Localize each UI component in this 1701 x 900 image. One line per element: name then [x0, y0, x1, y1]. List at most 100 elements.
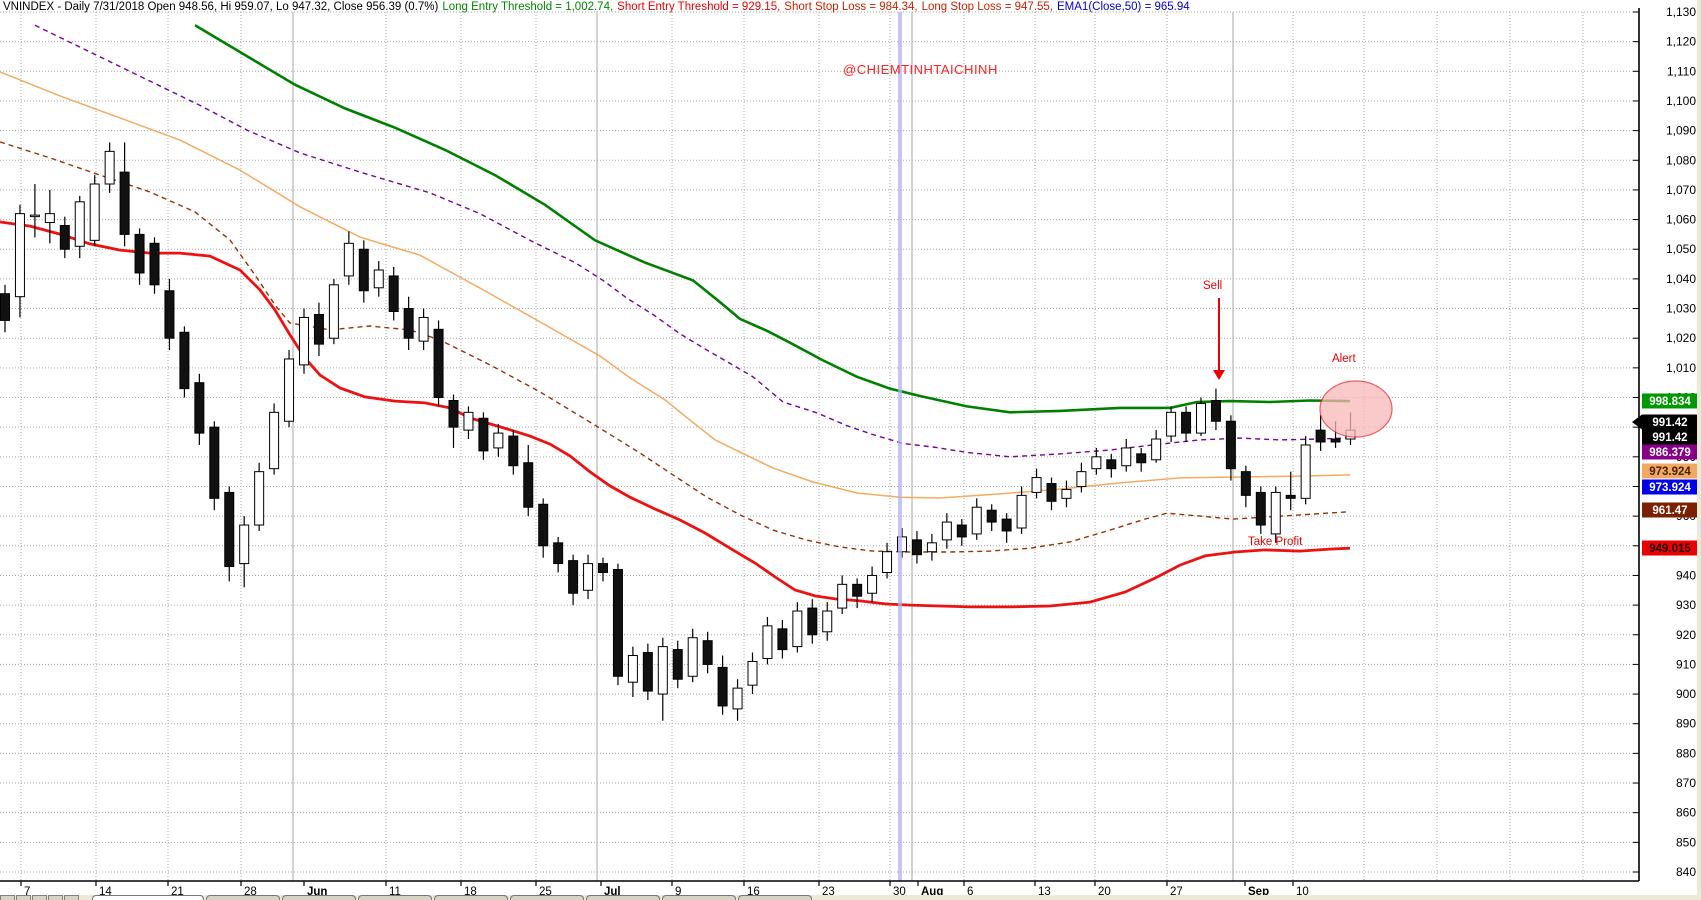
sheet-tab-1[interactable] — [206, 895, 280, 900]
price-tag — [1642, 444, 1697, 460]
candle-down — [538, 503, 549, 547]
candle-up — [343, 242, 354, 277]
svg-text:1,050: 1,050 — [1666, 242, 1696, 256]
candle-up — [284, 358, 295, 422]
candle-up — [747, 660, 758, 686]
sheet-tab-0[interactable] — [92, 895, 204, 900]
candle-up — [1121, 447, 1132, 467]
x-axis-labels: 7 14 21 28 Jun 11 18 25 Jul 9 16 23 30 Aug 6 13 20 27 Sep 1… — [20, 881, 1309, 895]
candle-down — [164, 290, 175, 339]
watermark-text: @CHIEMTINHTAICHINH — [843, 62, 998, 77]
candle-up — [44, 213, 55, 224]
alert-ellipse — [1319, 380, 1393, 438]
candle-down — [179, 331, 190, 390]
svg-text:23: 23 — [822, 886, 835, 895]
candle-down — [1240, 471, 1251, 496]
candle-up — [239, 524, 250, 565]
candle-up — [1166, 411, 1177, 437]
sheet-nav-button-2[interactable] — [32, 895, 47, 900]
sheet-tab-6[interactable] — [586, 895, 660, 900]
svg-text:973.924: 973.924 — [1649, 482, 1691, 494]
candle-down — [523, 462, 534, 508]
candle-down — [1181, 411, 1192, 434]
candle-up — [1016, 494, 1027, 529]
sheet-nav-button-3[interactable] — [48, 895, 63, 900]
candle-up — [74, 201, 85, 247]
candle-down — [598, 563, 608, 573]
candle-down — [149, 242, 160, 286]
candle-up — [493, 432, 504, 449]
candle-up — [687, 637, 698, 677]
sheet-tab-5[interactable] — [510, 895, 584, 900]
sheet-tab-7[interactable] — [662, 895, 736, 900]
candle-down — [1046, 483, 1057, 502]
svg-text:20: 20 — [1098, 886, 1111, 895]
candle-up — [792, 610, 803, 648]
candle-down — [1285, 494, 1296, 499]
svg-text:998.834: 998.834 — [1649, 396, 1691, 408]
candle-up — [1091, 456, 1102, 470]
candle-down — [194, 382, 205, 434]
svg-text:991.42: 991.42 — [1652, 432, 1687, 444]
price-tag — [1642, 414, 1697, 430]
candle-up — [882, 551, 893, 573]
svg-text:1,080: 1,080 — [1666, 153, 1696, 167]
svg-text:1,020: 1,020 — [1666, 331, 1696, 345]
svg-text:1,010: 1,010 — [1666, 361, 1696, 375]
candle-down — [717, 666, 728, 707]
candle-up — [1270, 491, 1281, 535]
candle-up — [328, 284, 339, 339]
candle-up — [269, 411, 280, 470]
sheet-tab-2[interactable] — [282, 895, 356, 900]
candle-up — [418, 316, 429, 342]
price-tags: 998.834 991.42 991.42 986.379 973.924 973.924… — [1632, 393, 1697, 556]
candle-down — [508, 435, 519, 467]
sheet-tab-4[interactable] — [434, 895, 508, 900]
svg-text:1,120: 1,120 — [1666, 35, 1696, 49]
svg-text:6: 6 — [967, 886, 973, 895]
candle-down — [956, 524, 967, 538]
candle-down — [1315, 429, 1326, 443]
candle-up — [926, 542, 937, 553]
title-segment-1: Long Entry Threshold = 1,002.74, — [442, 1, 614, 13]
sheet-nav-button-1[interactable] — [16, 895, 31, 900]
candle-down — [433, 328, 444, 399]
svg-text:961.47: 961.47 — [1652, 505, 1687, 517]
candle-down — [1255, 491, 1266, 526]
candle-down — [448, 399, 459, 428]
price-tag — [1642, 502, 1697, 518]
candle-down — [59, 225, 70, 250]
candle-up — [29, 214, 40, 218]
price-tag — [1642, 393, 1697, 409]
candle-up — [299, 316, 309, 366]
short-stop-loss-line — [0, 141, 1351, 553]
candle-up — [941, 521, 952, 541]
take-profit-annotation-label: Take Profit — [1248, 536, 1303, 548]
svg-text:1,070: 1,070 — [1666, 183, 1696, 197]
sell-arrow — [1213, 298, 1225, 380]
candle-down — [672, 649, 683, 680]
sheet-tab-3[interactable] — [358, 895, 432, 900]
candle-down — [403, 308, 414, 339]
title-segment-0: VNINDEX - Daily 7/31/2018 Open 948.56, H… — [3, 1, 439, 13]
sheet-nav-button-4[interactable] — [64, 895, 79, 900]
sheet-nav-button-0[interactable] — [0, 895, 15, 900]
svg-text:870: 870 — [1676, 776, 1696, 790]
svg-text:986.379: 986.379 — [1649, 447, 1691, 459]
candle-down — [478, 417, 489, 452]
candle-down — [388, 275, 399, 313]
svg-text:949.015: 949.015 — [1649, 543, 1691, 555]
long-entry-threshold-line — [194, 24, 1351, 414]
chart-title-line: VNINDEX - Daily 7/31/2018 Open 948.56, H… — [3, 1, 1194, 15]
price-tag — [1642, 463, 1697, 479]
alert-annotation-label: Alert — [1332, 353, 1356, 365]
candle-down — [0, 293, 10, 321]
svg-text:Jul: Jul — [604, 886, 621, 895]
price-tag — [1642, 540, 1697, 556]
candle-down — [553, 542, 564, 565]
sheet-tab-8[interactable] — [738, 895, 812, 900]
candle-down — [313, 313, 324, 345]
svg-text:1,110: 1,110 — [1667, 64, 1696, 78]
candle-down — [134, 233, 145, 274]
